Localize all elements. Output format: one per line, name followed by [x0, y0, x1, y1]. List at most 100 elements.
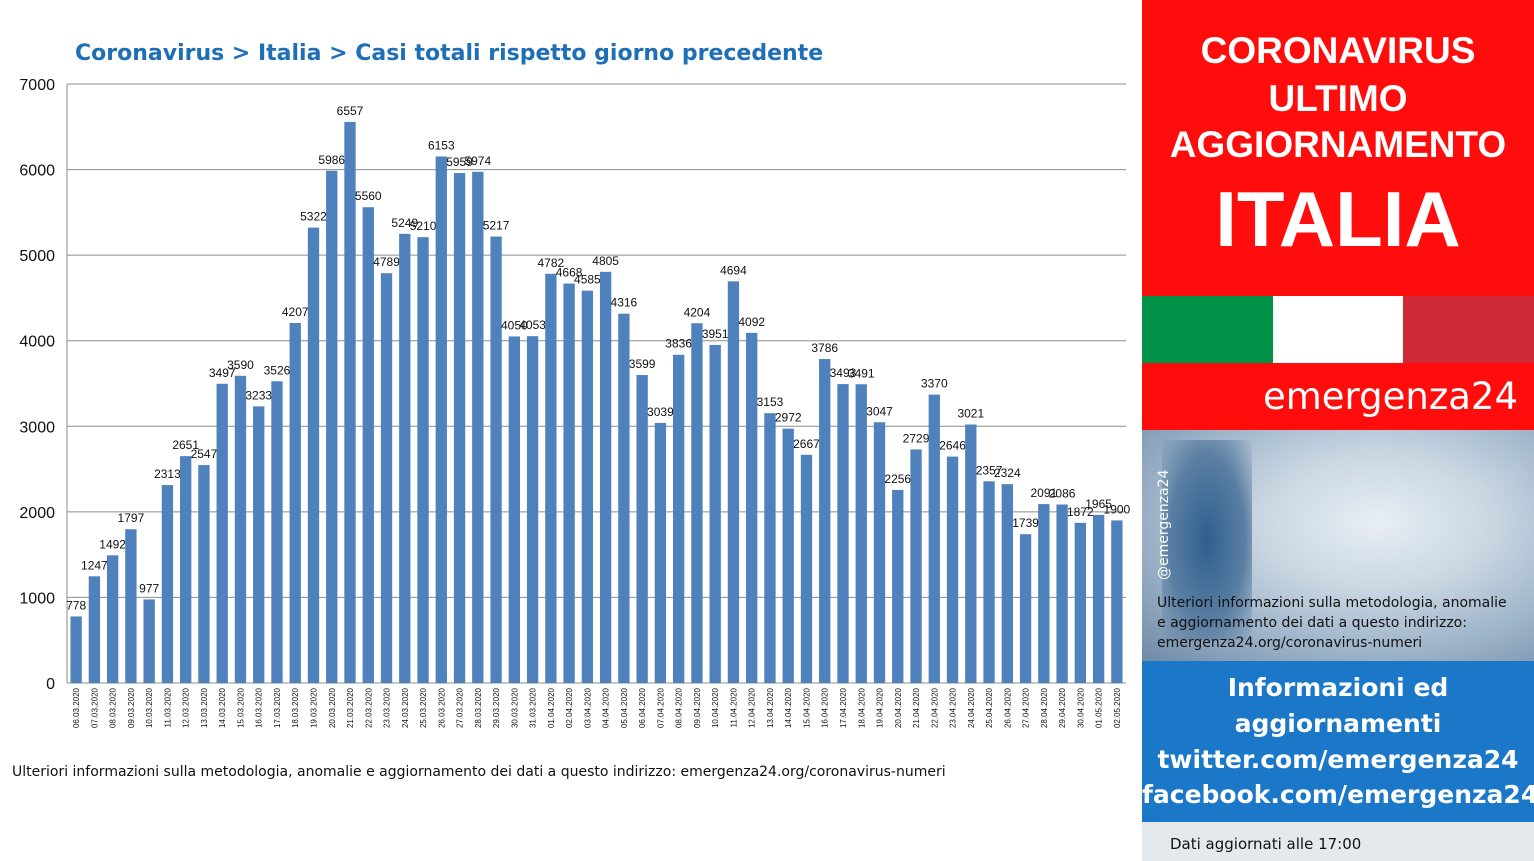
x-tick-label: 26.03.2020	[437, 687, 446, 728]
x-tick-label: 13.03.2020	[200, 687, 209, 728]
data-label: 6557	[337, 104, 364, 118]
bar	[800, 454, 813, 683]
x-tick-label: 11.03.2020	[163, 687, 172, 727]
x-tick-label: 22.04.2020	[930, 687, 939, 728]
data-label: 4694	[720, 263, 747, 277]
bar	[253, 406, 265, 683]
bar	[216, 383, 228, 683]
bar	[125, 529, 137, 683]
y-tick-label: 3000	[19, 419, 55, 436]
x-tick-label: 06.04.2020	[638, 687, 647, 728]
bar	[892, 489, 904, 683]
bar	[965, 424, 977, 683]
data-label: 2646	[939, 439, 966, 453]
twitter-link[interactable]: twitter.com/emergenza24	[1157, 745, 1519, 774]
bar	[873, 422, 886, 683]
sidebar-note-line: emergenza24.org/coronavirus-numeri	[1157, 635, 1423, 651]
headline-line-3: AGGIORNAMENTO	[1169, 124, 1507, 165]
data-label: 4050	[501, 318, 528, 332]
x-tick-label: 27.04.2020	[1022, 687, 1031, 728]
bar	[673, 354, 685, 683]
bar	[472, 171, 484, 684]
data-label: 5210	[410, 219, 437, 233]
data-label: 3047	[866, 404, 893, 418]
headline-line-1: CORONAVIRUS	[1200, 30, 1476, 71]
x-tick-label: 06.03.2020	[72, 687, 81, 728]
brand-name: emergenza24	[1262, 375, 1518, 418]
x-tick-label: 01.05.2020	[1095, 687, 1104, 728]
x-tick-label: 19.03.2020	[309, 687, 318, 728]
x-tick-label: 24.03.2020	[401, 687, 410, 728]
data-label: 5974	[464, 154, 491, 168]
data-label: 3590	[227, 358, 254, 372]
bar	[326, 170, 338, 684]
x-tick-label: 25.03.2020	[419, 687, 428, 728]
headline-line-2: ULTIMO	[1268, 78, 1408, 119]
bar	[362, 207, 374, 684]
x-tick-label: 10.04.2020	[711, 687, 720, 728]
data-label: 4789	[373, 255, 400, 269]
sidebar-panel: CORONAVIRUS ULTIMO AGGIORNAMENTO ITALIA …	[1142, 0, 1534, 861]
data-label: 2086	[1049, 486, 1076, 500]
x-tick-label: 18.03.2020	[291, 687, 300, 728]
data-label: 3951	[702, 327, 729, 341]
x-tick-label: 14.03.2020	[218, 687, 227, 728]
bar	[654, 422, 667, 683]
bar	[435, 156, 447, 683]
data-label: 4585	[574, 273, 601, 287]
x-tick-label: 11.04.2020	[729, 687, 738, 727]
bar	[1056, 504, 1068, 683]
data-label: 2091	[1030, 486, 1057, 500]
x-tick-label: 27.03.2020	[456, 687, 465, 728]
facebook-link[interactable]: facebook.com/emergenza24	[1142, 780, 1534, 809]
bar	[581, 290, 594, 683]
x-tick-label: 04.04.2020	[602, 687, 611, 728]
bar	[344, 121, 356, 683]
data-label: 2547	[191, 447, 218, 461]
x-tick-label: 23.03.2020	[383, 687, 392, 728]
x-tick-label: 23.04.2020	[949, 687, 958, 728]
flag-stripe-red	[1403, 296, 1534, 363]
y-tick-label: 2000	[19, 505, 55, 522]
x-tick-label: 08.03.2020	[109, 687, 118, 728]
data-label: 4668	[556, 266, 583, 280]
x-tick-label: 19.04.2020	[876, 687, 885, 728]
x-tick-label: 21.04.2020	[912, 687, 921, 728]
update-box: Dati aggiornati alle 17:00	[1142, 822, 1534, 861]
info-line-1: Informazioni ed	[1227, 673, 1449, 702]
bar	[417, 237, 429, 683]
x-tick-label: 21.03.2020	[346, 687, 355, 728]
bar	[198, 465, 210, 683]
data-label: 3039	[647, 405, 674, 419]
x-tick-label: 22.03.2020	[364, 687, 373, 728]
data-label: 2972	[775, 411, 802, 425]
data-label: 3153	[757, 395, 784, 409]
x-tick-label: 20.03.2020	[328, 687, 337, 728]
bar	[271, 381, 283, 683]
data-label: 4316	[611, 296, 638, 310]
sidebar-note: Ulteriori informazioni sulla metodologia…	[1157, 593, 1527, 653]
bar	[727, 281, 740, 683]
sidebar-note-line: e aggiornamento dei dati a questo indiri…	[1157, 615, 1467, 631]
bar	[289, 323, 301, 683]
data-label: 1492	[99, 537, 126, 551]
x-tick-label: 29.03.2020	[492, 687, 501, 728]
data-label: 3370	[921, 377, 948, 391]
x-tick-label: 29.04.2020	[1058, 687, 1067, 728]
bar	[636, 375, 648, 683]
data-label: 4805	[592, 254, 619, 268]
bar	[545, 273, 557, 683]
italian-flag	[1142, 296, 1534, 363]
data-label: 3599	[629, 357, 656, 371]
footnote: Ulteriori informazioni sulla metodologia…	[12, 764, 946, 780]
data-label: 4204	[684, 305, 711, 319]
x-tick-label: 28.04.2020	[1040, 687, 1049, 728]
x-tick-label: 30.04.2020	[1076, 687, 1085, 728]
x-tick-label: 08.04.2020	[675, 687, 684, 728]
x-tick-label: 12.04.2020	[748, 687, 757, 728]
bar	[746, 332, 758, 683]
bar	[946, 456, 959, 683]
x-tick-label: 16.04.2020	[821, 687, 830, 728]
bar	[180, 456, 192, 683]
bar	[1001, 484, 1013, 683]
